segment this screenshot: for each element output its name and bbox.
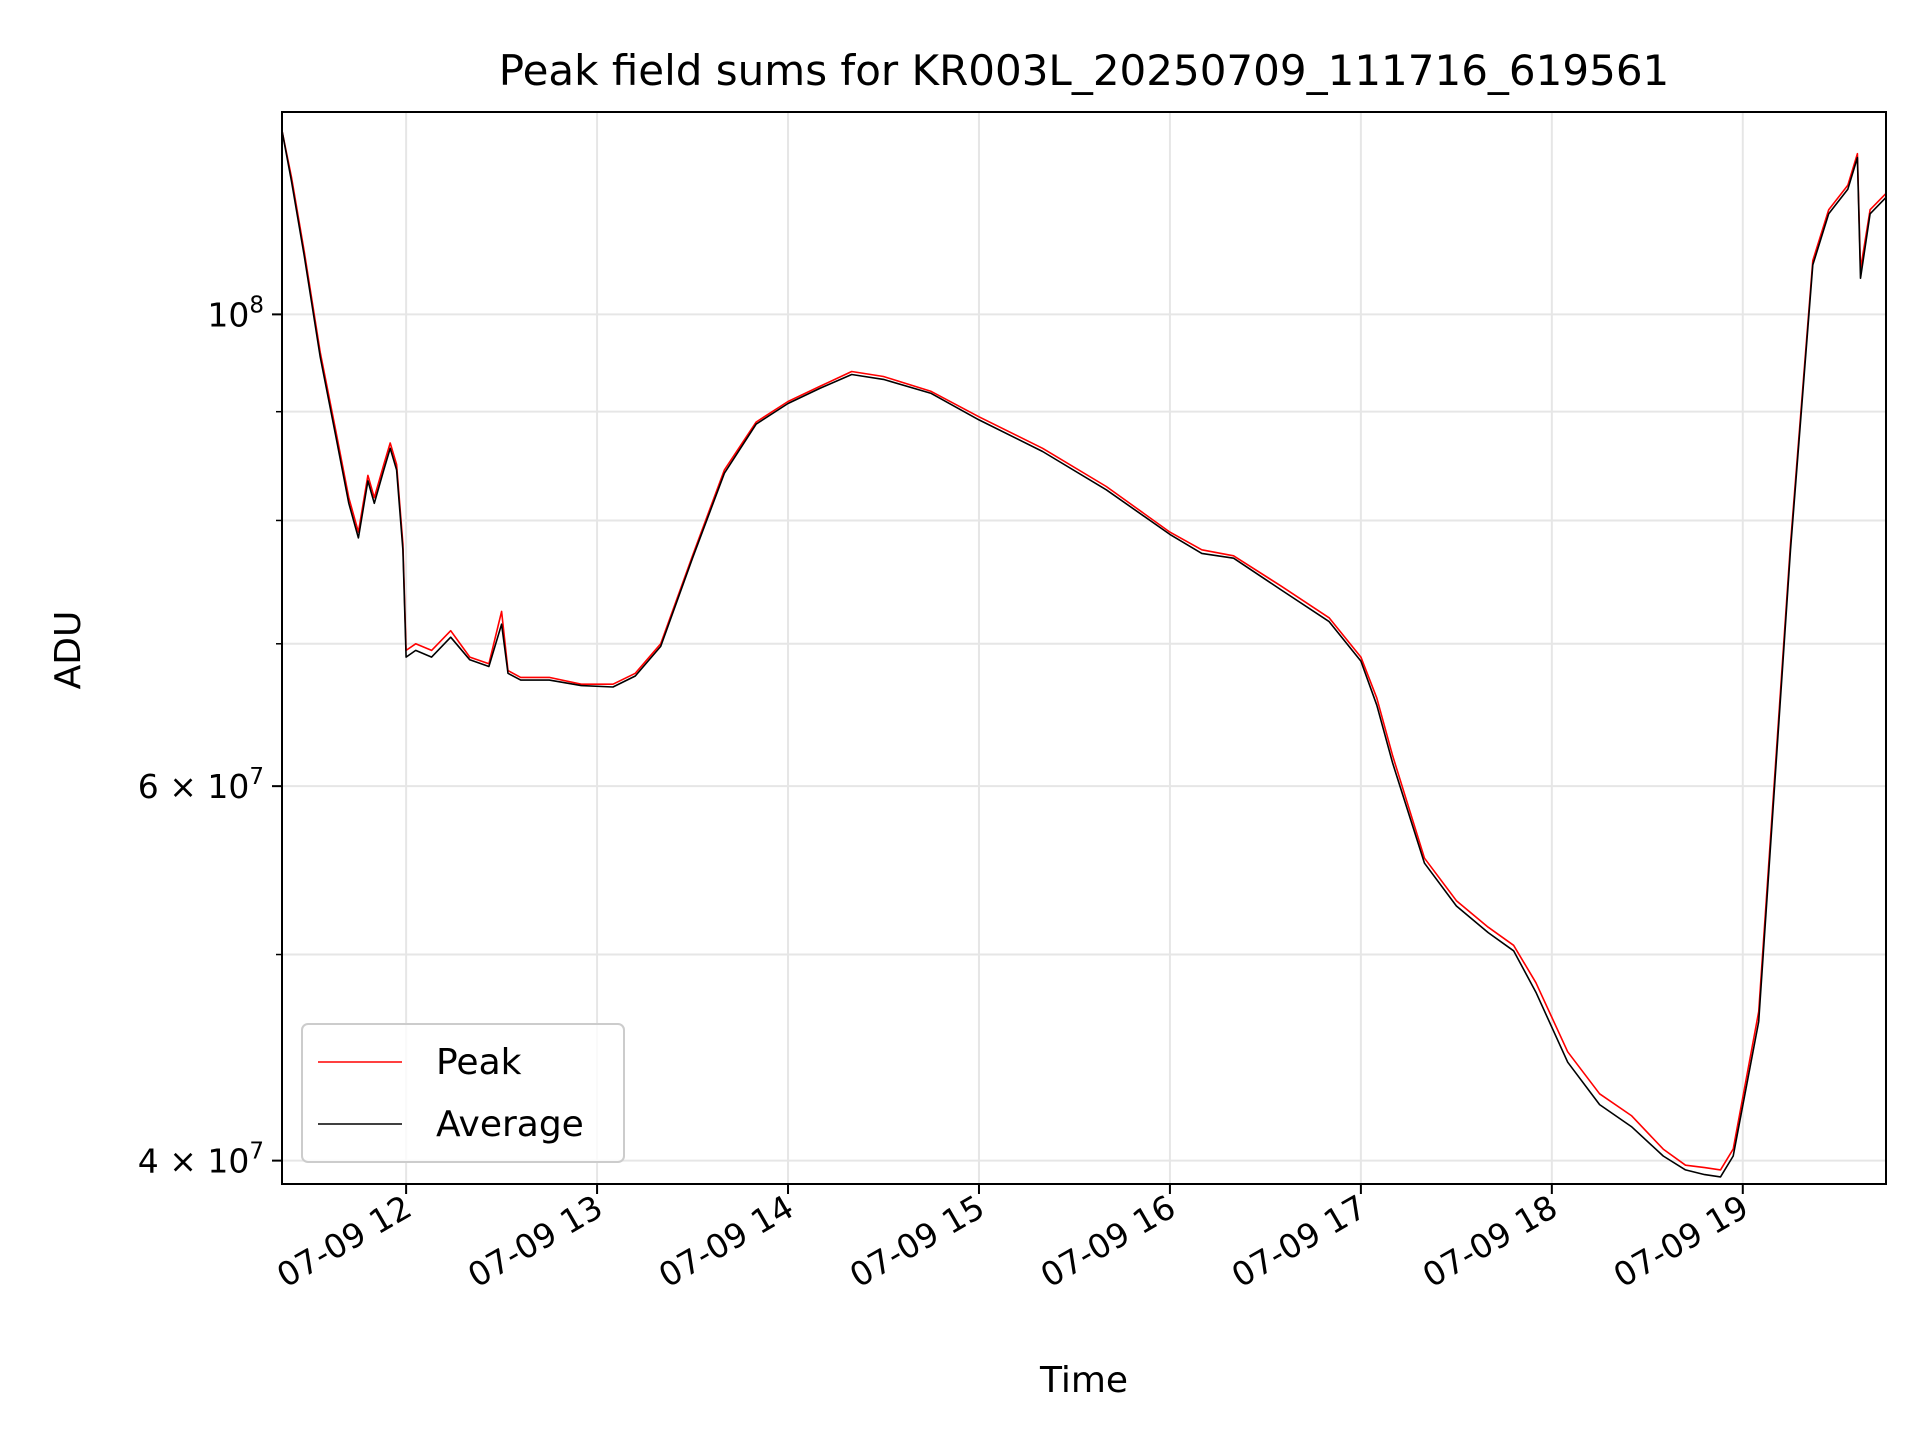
x-tick-label: 07-09 14 bbox=[652, 1187, 800, 1295]
x-tick-label: 07-09 17 bbox=[1225, 1187, 1373, 1295]
chart-title: Peak field sums for KR003L_20250709_1117… bbox=[499, 46, 1670, 95]
plot-area bbox=[282, 112, 1886, 1184]
legend-label-average: Average bbox=[436, 1104, 584, 1145]
plot-frame bbox=[281, 111, 1887, 1185]
x-tick-label: 07-09 18 bbox=[1416, 1187, 1564, 1295]
x-tick-label: 07-09 19 bbox=[1607, 1187, 1755, 1295]
y-axis-label: ADU bbox=[48, 611, 89, 690]
x-tick-label: 07-09 12 bbox=[270, 1187, 418, 1295]
series-layer bbox=[281, 130, 1887, 1178]
x-axis-label: Time bbox=[1039, 1360, 1128, 1401]
y-tick-label: 4 × 107 bbox=[138, 1139, 264, 1181]
x-axis: 07-09 12 07-09 13 07-09 14 07-09 15 07-09 16… bbox=[270, 1184, 1755, 1295]
y-tick-label: 6 × 107 bbox=[138, 764, 264, 806]
y-axis: 4 × 107 6 × 107 108 bbox=[138, 292, 282, 1181]
x-tick-label: 07-09 13 bbox=[461, 1187, 609, 1295]
y-tick-label: 108 bbox=[207, 292, 264, 334]
legend-box bbox=[301, 1023, 625, 1163]
legend: Peak Average bbox=[301, 1023, 625, 1163]
x-tick-label: 07-09 15 bbox=[843, 1187, 991, 1295]
series-line-average bbox=[281, 130, 1887, 1178]
legend-label-peak: Peak bbox=[436, 1042, 522, 1083]
x-tick-label: 07-09 16 bbox=[1034, 1187, 1182, 1295]
